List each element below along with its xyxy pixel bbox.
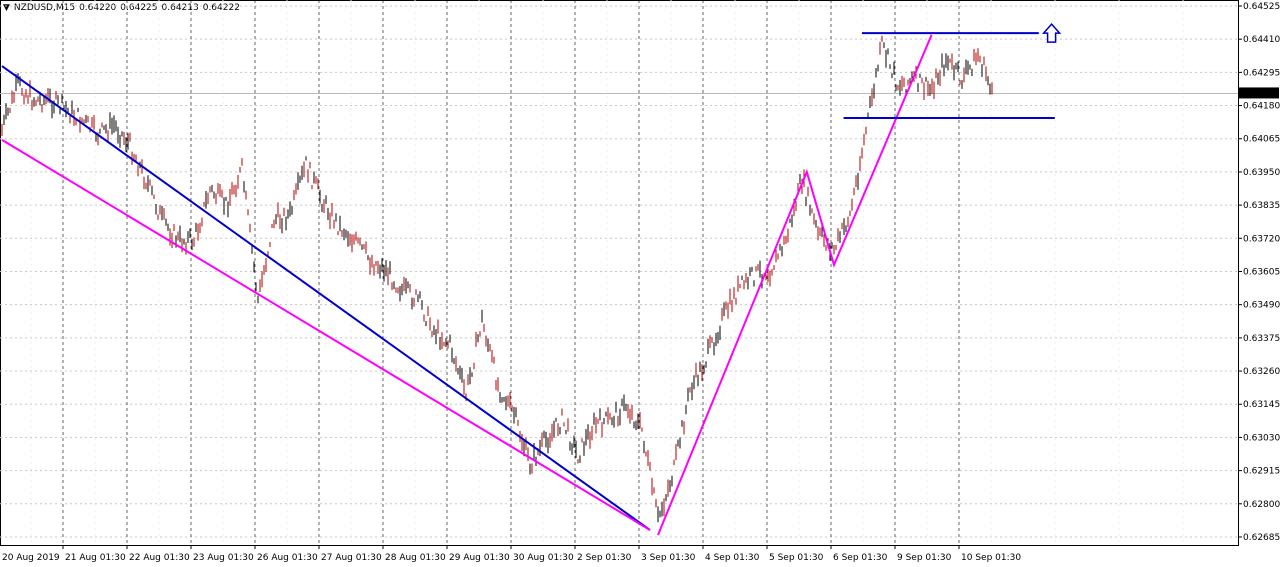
open-price: 0.64220 bbox=[79, 3, 117, 13]
dropdown-triangle-icon[interactable]: ▼ bbox=[3, 3, 10, 13]
y-tick-label: 0.63490 bbox=[1243, 301, 1280, 311]
x-tick-label: 23 Aug 01:30 bbox=[193, 553, 254, 563]
plot-frame bbox=[0, 0, 1239, 546]
x-tick-label: 20 Aug 2019 bbox=[2, 553, 60, 563]
y-tick-label: 0.64295 bbox=[1243, 68, 1280, 78]
x-tick-label: 5 Sep 01:30 bbox=[769, 553, 824, 563]
x-tick-label: 9 Sep 01:30 bbox=[897, 553, 952, 563]
y-tick-label: 0.64180 bbox=[1243, 102, 1280, 112]
y-tick-label: 0.63950 bbox=[1243, 168, 1280, 178]
price-series bbox=[1, 35, 993, 523]
y-tick-label: 0.63145 bbox=[1243, 400, 1280, 410]
y-tick-label: 0.63835 bbox=[1243, 201, 1280, 211]
x-tick-label: 30 Aug 01:30 bbox=[513, 553, 574, 563]
y-tick-label: 0.64525 bbox=[1243, 2, 1280, 12]
x-tick-label: 4 Sep 01:30 bbox=[705, 553, 760, 563]
x-tick-label: 6 Sep 01:30 bbox=[833, 553, 888, 563]
y-tick-label: 0.63375 bbox=[1243, 334, 1280, 344]
y-tick-label: 0.63720 bbox=[1243, 234, 1280, 244]
x-tick-label: 10 Sep 01:30 bbox=[961, 553, 1021, 563]
trendline-line bbox=[1, 139, 651, 531]
y-tick-label: 0.62800 bbox=[1243, 500, 1280, 510]
x-tick-label: 29 Aug 01:30 bbox=[449, 553, 510, 563]
current-price-tag bbox=[1239, 87, 1279, 99]
x-tick-label: 22 Aug 01:30 bbox=[129, 553, 190, 563]
low-price: 0.64213 bbox=[161, 3, 199, 13]
x-tick-label: 26 Aug 01:30 bbox=[257, 553, 318, 563]
y-tick-label: 0.63605 bbox=[1243, 267, 1280, 277]
x-tick-label: 2 Sep 01:30 bbox=[577, 553, 632, 563]
y-tick-label: 0.63030 bbox=[1243, 433, 1280, 443]
y-tick-label: 0.62685 bbox=[1243, 533, 1280, 543]
y-tick-label: 0.62915 bbox=[1243, 467, 1280, 477]
x-tick-label: 28 Aug 01:30 bbox=[385, 553, 446, 563]
y-tick-label: 0.63260 bbox=[1243, 367, 1280, 377]
high-price: 0.64225 bbox=[120, 3, 158, 13]
x-tick-label: 21 Aug 01:30 bbox=[65, 553, 126, 563]
y-tick-label: 0.64410 bbox=[1243, 35, 1280, 45]
x-tick-label: 27 Aug 01:30 bbox=[321, 553, 382, 563]
trendline-line bbox=[1, 65, 651, 531]
symbol-label: NZDUSD,M15 bbox=[13, 3, 76, 13]
x-tick-label: 3 Sep 01:30 bbox=[641, 553, 696, 563]
arrow-up-icon bbox=[1041, 22, 1062, 43]
chart-header: ▼ NZDUSD,M15 0.64220 0.64225 0.64213 0.6… bbox=[3, 3, 240, 13]
current-price-label: 0.64222 bbox=[1242, 89, 1279, 99]
zigzag-line bbox=[657, 34, 933, 536]
y-tick-label: 0.64065 bbox=[1243, 135, 1280, 145]
close-price: 0.64222 bbox=[202, 3, 240, 13]
